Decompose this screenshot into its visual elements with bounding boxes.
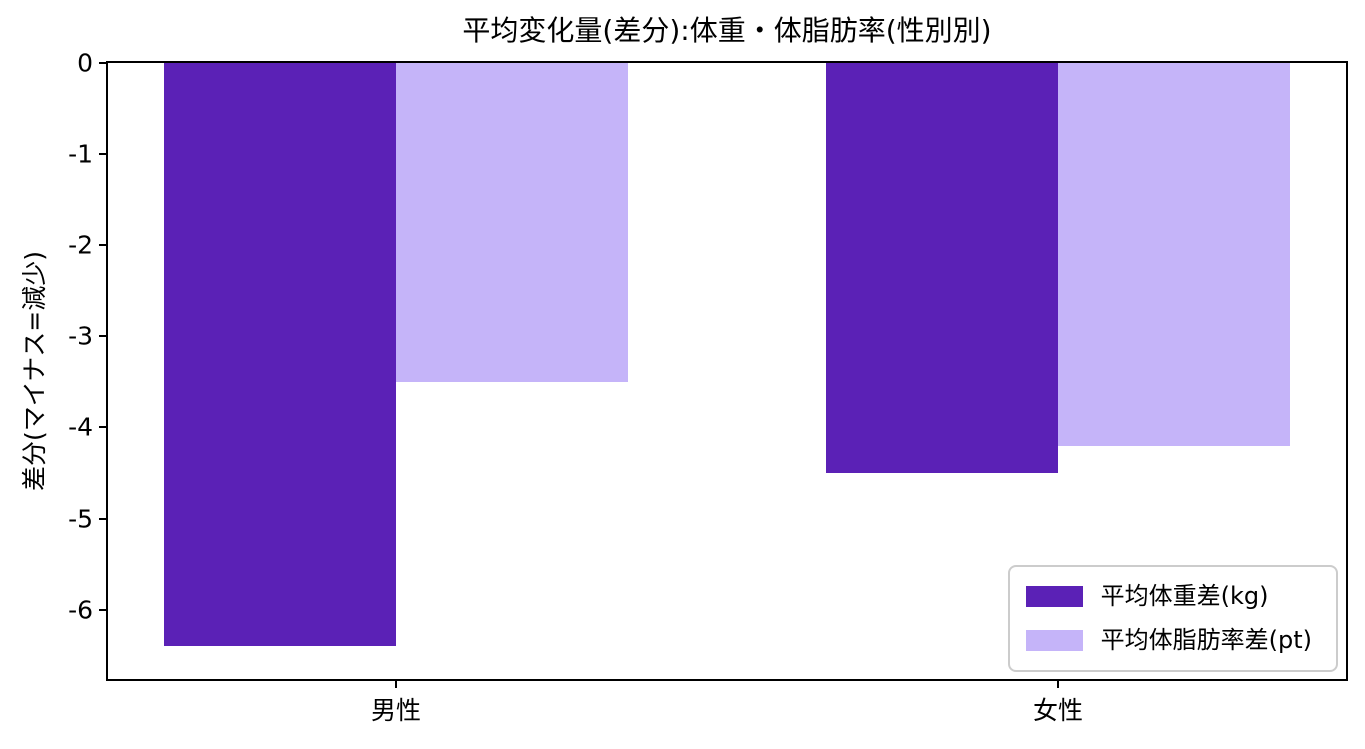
y-tick-label: -5 — [68, 504, 93, 534]
legend-item-weight: 平均体重差(kg) — [1025, 582, 1312, 611]
y-tick — [99, 608, 108, 611]
y-tick — [99, 244, 108, 247]
legend-swatch-bodyfat — [1025, 630, 1083, 652]
bar-female-bodyfat-diff — [1058, 63, 1290, 446]
y-tick — [99, 517, 108, 520]
y-tick-label: -4 — [68, 412, 93, 442]
plot-area: 0 -1 -2 -3 -4 -5 -6 男性 女性 平均体重差(kg) 平均体脂肪率差(pt) — [68, 51, 1348, 725]
y-tick — [99, 62, 108, 64]
y-axis-label: 差分(マイナス=減少) — [20, 251, 49, 491]
legend-swatch-weight — [1025, 586, 1083, 608]
legend-item-bodyfat: 平均体脂肪率差(pt) — [1025, 626, 1312, 655]
bar-female-weight-diff — [826, 63, 1058, 474]
y-tick — [99, 153, 108, 156]
y-tick — [99, 426, 108, 429]
y-tick — [99, 335, 108, 338]
y-tick-label: -6 — [68, 595, 93, 625]
x-tick-label-male: 男性 — [370, 696, 421, 725]
x-tick — [1057, 679, 1060, 688]
x-tick-label-female: 女性 — [1033, 696, 1084, 725]
x-tick — [394, 679, 397, 688]
legend-label-weight: 平均体重差(kg) — [1100, 582, 1269, 611]
bar-male-bodyfat-diff — [395, 63, 628, 382]
y-tick-label: -3 — [68, 321, 93, 351]
legend: 平均体重差(kg) 平均体脂肪率差(pt) — [1007, 565, 1338, 672]
chart-title: 平均変化量(差分):体重・体脂肪率(性別別) — [462, 14, 992, 47]
bar-male-weight-diff — [164, 63, 396, 647]
y-tick-label: -2 — [68, 230, 93, 260]
y-tick-label: -1 — [68, 139, 93, 169]
y-tick-label: 0 — [77, 48, 93, 78]
legend-label-bodyfat: 平均体脂肪率差(pt) — [1100, 626, 1312, 655]
